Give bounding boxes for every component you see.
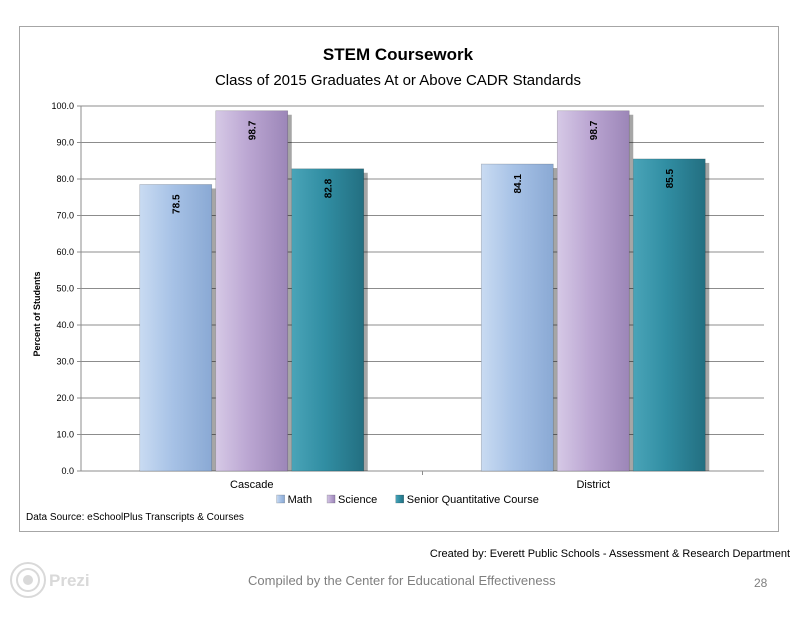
bar-senior-quantitative-course [632,158,706,472]
prezi-logo: Prezi [10,562,90,598]
y-tick-label: 40.0 [56,320,74,330]
chart-title: STEM Coursework [323,45,474,64]
y-tick-label: 20.0 [56,393,74,403]
created-by-credit: Created by: Everett Public Schools - Ass… [429,548,790,560]
bar-science [215,110,289,472]
bar-math [139,184,213,472]
y-tick-label: 80.0 [56,174,74,184]
page-number: 28 [754,576,768,590]
data-label: 82.8 [324,178,335,198]
data-label: 84.1 [513,174,524,194]
prezi-logo-mark [10,562,46,598]
y-tick-label: 70.0 [56,211,74,221]
bar-senior-quantitative-course [291,168,365,472]
bar-math [480,163,554,472]
legend-swatch [276,494,285,504]
stem-bar-chart: STEM Coursework Class of 2015 Graduates … [26,45,764,523]
legend-swatch [326,494,336,504]
legend-label: Science [338,494,377,506]
y-tick-label: 0.0 [61,466,74,476]
compiled-by-footer: Compiled by the Center for Educational E… [248,573,556,588]
data-label: 98.7 [248,120,259,140]
x-category-label: Cascade [230,479,273,491]
legend-label: Math [288,494,312,506]
data-label: 78.5 [172,194,183,214]
legend-label: Senior Quantitative Course [407,494,539,506]
data-label: 98.7 [589,120,600,140]
x-category-label: District [576,479,610,491]
y-tick-label: 60.0 [56,247,74,257]
y-tick-label: 90.0 [56,138,74,148]
y-tick-label: 30.0 [56,357,74,367]
y-tick-label: 100.0 [51,101,74,111]
data-label: 85.5 [665,168,676,188]
chart-subtitle: Class of 2015 Graduates At or Above CADR… [215,72,581,89]
prezi-logo-text: Prezi [49,571,90,590]
data-source-note: Data Source: eSchoolPlus Transcripts & C… [26,512,244,523]
bar-science [556,110,630,472]
y-axis-label: Percent of Students [32,271,42,356]
y-tick-label: 10.0 [56,430,74,440]
chart-frame: STEM Coursework Class of 2015 Graduates … [19,26,779,532]
y-tick-label: 50.0 [56,284,74,294]
legend-swatch [395,494,404,504]
